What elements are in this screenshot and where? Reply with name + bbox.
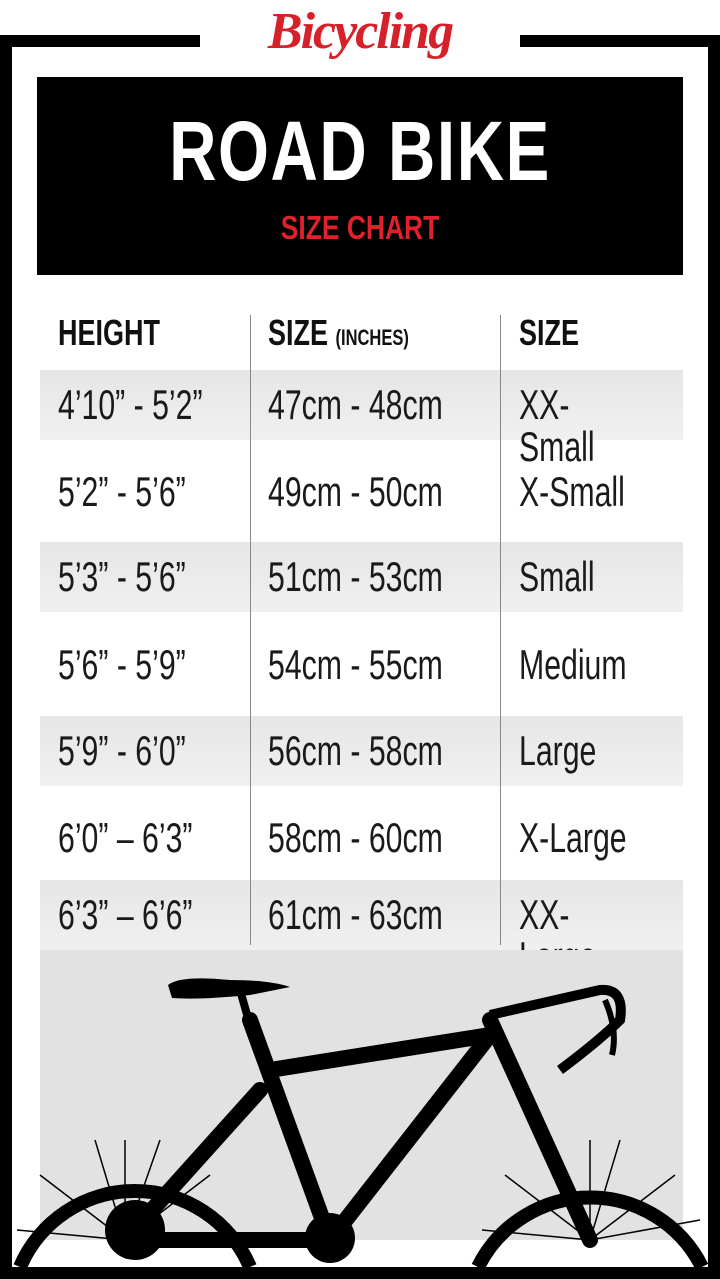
size-cell: Medium — [519, 641, 627, 688]
table-row: 5’2” - 5’6” 49cm - 50cm X-Small — [40, 457, 683, 527]
table-row: 5’3” - 5’6” 51cm - 53cm Small — [40, 542, 683, 612]
column-header-label: HEIGHT — [58, 312, 161, 353]
size-cell: X-Large — [519, 814, 627, 861]
table-row: 5’6” - 5’9” 54cm - 55cm Medium — [40, 630, 683, 700]
height-cell: 5’6” - 5’9” — [58, 641, 186, 688]
height-cell: 5’2” - 5’6” — [58, 468, 186, 515]
frame-size-cell: 51cm - 53cm — [268, 553, 443, 600]
height-cell: 6’0” – 6’3” — [58, 814, 193, 861]
road-bike-icon — [13, 978, 708, 1267]
frame-size-cell: 49cm - 50cm — [268, 468, 443, 515]
height-cell: 4’10” - 5’2” — [58, 381, 203, 428]
page-title: ROAD BIKE — [169, 104, 551, 198]
size-cell: Small — [519, 553, 595, 600]
frame-size-cell: 61cm - 63cm — [268, 891, 443, 938]
frame-size-cell: 54cm - 55cm — [268, 641, 443, 688]
size-cell: Large — [519, 727, 597, 774]
column-header-size: SIZE — [519, 312, 579, 354]
column-header-label: SIZE — [519, 312, 580, 353]
frame-size-cell: 47cm - 48cm — [268, 381, 443, 428]
frame-left — [0, 35, 12, 1279]
table-row: 5’9” - 6’0” 56cm - 58cm Large — [40, 716, 683, 786]
table-row: 4’10” - 5’2” 47cm - 48cm XX-Small — [40, 370, 683, 468]
frame-top-right — [520, 35, 720, 47]
column-header-height: HEIGHT — [58, 312, 160, 354]
column-divider — [250, 315, 251, 945]
size-cell: X-Small — [519, 468, 625, 515]
table-row: 6’0” – 6’3” 58cm - 60cm X-Large — [40, 803, 683, 873]
column-header-note: (INCHES) — [335, 325, 409, 350]
height-cell: 5’3” - 5’6” — [58, 553, 186, 600]
height-cell: 6’3” – 6’6” — [58, 891, 193, 938]
frame-right — [708, 35, 720, 1279]
height-cell: 5’9” - 6’0” — [58, 727, 186, 774]
chainring — [305, 1213, 355, 1263]
frame-size-cell: 56cm - 58cm — [268, 727, 443, 774]
frame-top-left — [0, 35, 200, 47]
column-header-label: SIZE — [268, 312, 329, 353]
column-header-size-inches: SIZE (INCHES) — [268, 312, 409, 354]
saddle — [168, 978, 290, 999]
bicycling-logo: Bicycling — [267, 3, 454, 60]
column-divider — [500, 315, 501, 945]
cassette — [105, 1200, 165, 1260]
title-box: ROAD BIKE SIZE CHART — [37, 77, 683, 275]
frame-size-cell: 58cm - 60cm — [268, 814, 443, 861]
frame-bottom — [0, 1267, 720, 1279]
size-cell: XX-Small — [519, 381, 595, 470]
rear-wheel — [13, 1183, 257, 1267]
page-subtitle: SIZE CHART — [280, 209, 440, 246]
